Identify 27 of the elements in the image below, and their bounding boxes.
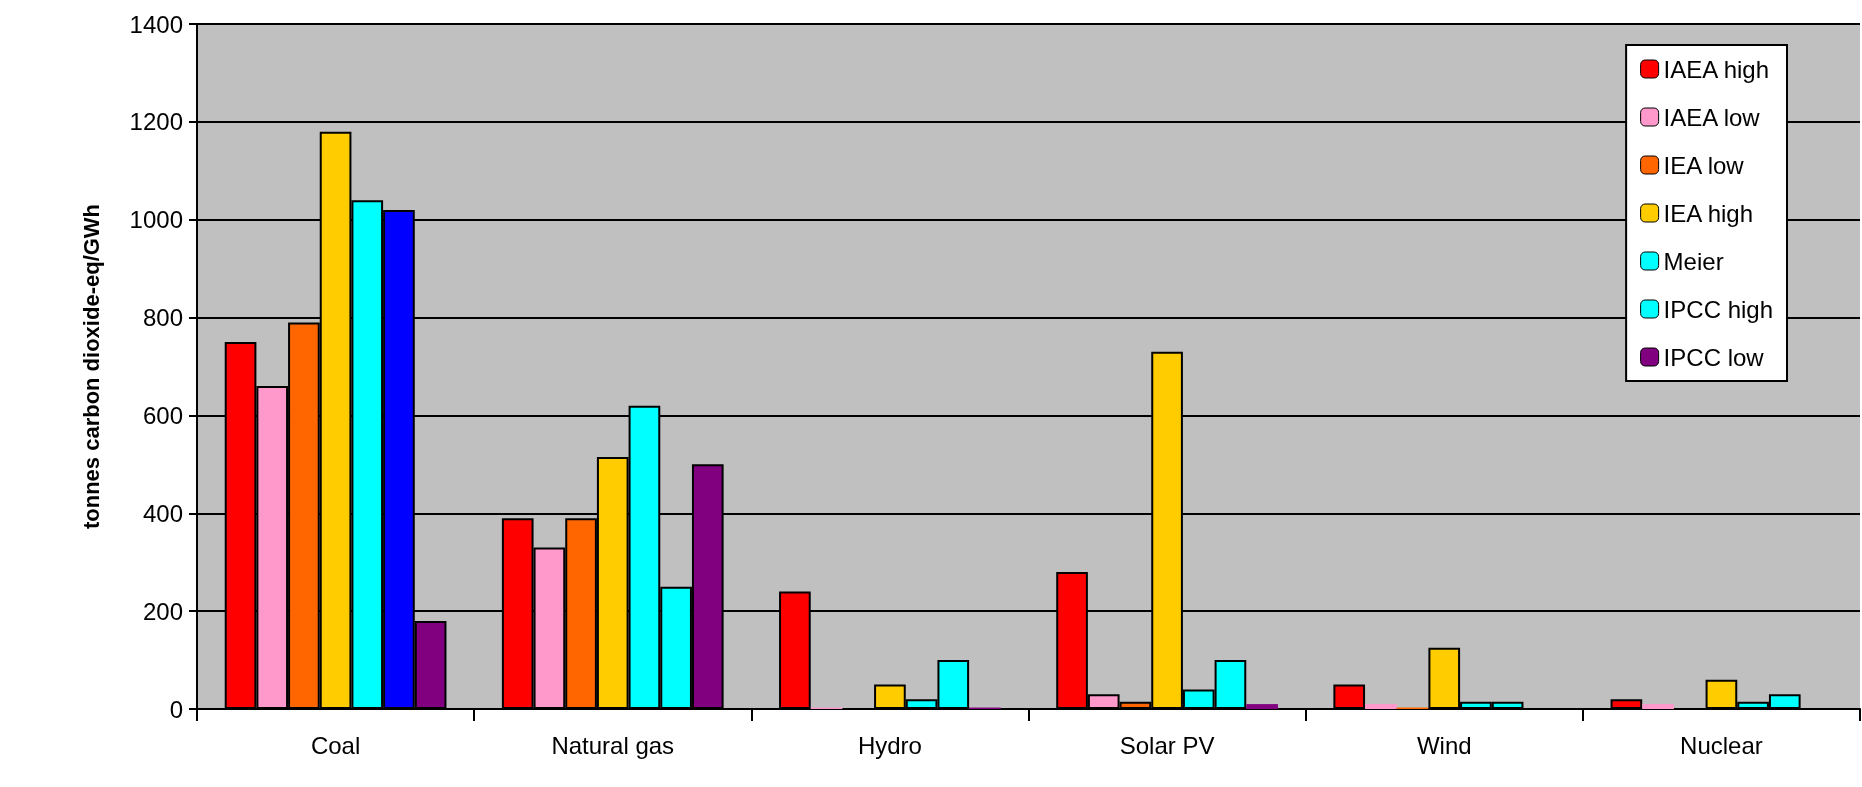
x-tick-label: Nuclear	[1680, 731, 1763, 759]
x-tick-label: Natural gas	[551, 731, 675, 759]
legend-label: Meier	[1663, 247, 1724, 275]
x-tick-label: Coal	[310, 731, 361, 759]
bar	[1365, 704, 1397, 709]
legend-label: IEA low	[1663, 151, 1745, 179]
legend-label: IPCC high	[1663, 295, 1774, 323]
y-tick-label: 800	[142, 304, 183, 332]
y-tick-label: 1400	[129, 10, 183, 38]
y-tick-label: 400	[142, 499, 183, 527]
legend-label: IAEA low	[1663, 103, 1761, 131]
bar	[1333, 684, 1366, 709]
y-tick-label: 600	[142, 401, 183, 429]
bar	[1610, 699, 1643, 709]
y-tick-label: 200	[142, 597, 183, 625]
bar	[1246, 704, 1278, 709]
y-axis-title: tonnes carbon dioxide-eq/GWh	[78, 203, 104, 530]
legend-label: IPCC low	[1663, 343, 1765, 371]
y-tick-label: 0	[169, 695, 183, 723]
y-tick-label: 1200	[129, 108, 183, 136]
legend-label: IAEA high	[1663, 55, 1770, 83]
bar	[1642, 704, 1674, 709]
x-tick-label: Solar PV	[1119, 731, 1215, 759]
x-tick-label: Wind	[1416, 731, 1472, 759]
x-tick-label: Hydro	[857, 731, 922, 759]
y-tick-label: 1000	[129, 206, 183, 234]
legend-label: IEA high	[1663, 199, 1754, 227]
